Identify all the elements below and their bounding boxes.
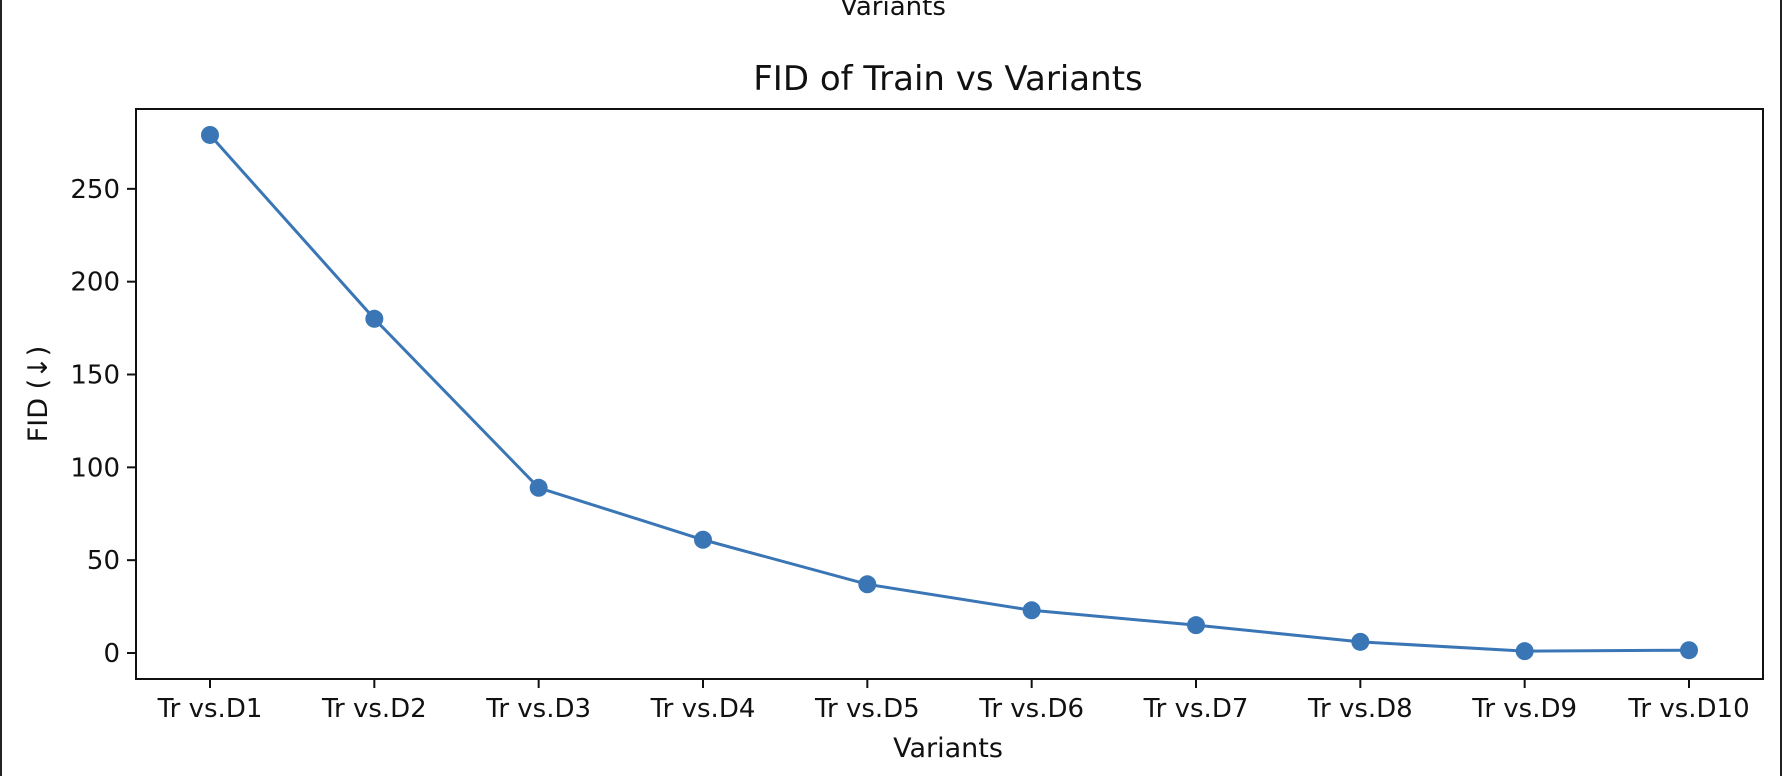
x-tick-label: Tr vs.D2 xyxy=(321,694,427,724)
data-point xyxy=(365,309,384,328)
data-point xyxy=(694,530,712,549)
y-tick-label: 250 xyxy=(70,175,120,205)
series-layer xyxy=(201,125,1698,661)
x-tick-label: Tr vs.D3 xyxy=(485,694,591,724)
y-axis-label: FID (↓) xyxy=(23,346,54,443)
y-tick-label: 100 xyxy=(70,453,120,483)
x-tick-label: Tr vs.D7 xyxy=(1143,694,1249,724)
data-point xyxy=(1351,632,1370,651)
x-tick-label: Tr vs.D6 xyxy=(978,694,1084,724)
x-tick-label: Tr vs.D10 xyxy=(1627,694,1749,724)
y-axis: 0 50 100 150 200 250 xyxy=(70,175,136,669)
data-point xyxy=(858,575,877,594)
x-tick-label: Tr vs.D9 xyxy=(1471,694,1577,724)
x-tick-label: Tr vs.D1 xyxy=(157,694,263,724)
x-tick-label: Tr vs.D8 xyxy=(1307,694,1413,724)
y-tick-label: 150 xyxy=(70,361,120,391)
x-tick-label: Tr vs.D4 xyxy=(650,694,756,724)
data-point xyxy=(201,125,219,144)
series-line xyxy=(208,133,1690,653)
x-tick-label: Tr vs.D5 xyxy=(814,694,920,724)
x-axis-label: Variants xyxy=(893,733,1003,764)
data-point xyxy=(1187,616,1205,635)
y-tick-label: 0 xyxy=(103,639,120,669)
x-axis: Tr vs.D1 Tr vs.D2 Tr vs.D3 Tr vs.D4 Tr vs.D5… xyxy=(157,679,1750,724)
data-point xyxy=(1022,601,1041,620)
data-point xyxy=(1680,641,1698,660)
y-tick-label: 50 xyxy=(87,546,120,576)
y-tick-label: 200 xyxy=(70,268,120,298)
data-point xyxy=(1515,642,1534,661)
data-point xyxy=(529,478,548,497)
cropped-axis-label: Variants xyxy=(840,0,946,22)
chart-title: FID of Train vs Variants xyxy=(753,59,1143,99)
plot-area xyxy=(135,108,1764,680)
